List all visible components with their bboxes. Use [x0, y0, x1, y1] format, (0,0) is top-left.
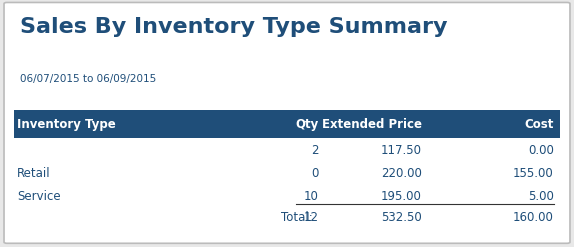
- Text: 5.00: 5.00: [528, 190, 554, 204]
- Text: 195.00: 195.00: [381, 190, 422, 204]
- Text: Service: Service: [17, 190, 61, 204]
- Text: 532.50: 532.50: [381, 211, 422, 224]
- Text: 10: 10: [304, 190, 319, 204]
- Text: 220.00: 220.00: [381, 167, 422, 180]
- Bar: [14, 110, 560, 138]
- Text: 0.00: 0.00: [528, 144, 554, 157]
- Text: 06/07/2015 to 06/09/2015: 06/07/2015 to 06/09/2015: [20, 74, 156, 84]
- Text: Total:: Total:: [281, 211, 313, 224]
- Text: 160.00: 160.00: [513, 211, 554, 224]
- Text: 155.00: 155.00: [513, 167, 554, 180]
- Text: Inventory Type: Inventory Type: [17, 118, 116, 131]
- Text: 0: 0: [311, 167, 319, 180]
- FancyBboxPatch shape: [4, 2, 570, 243]
- Text: Qty: Qty: [295, 118, 319, 131]
- Text: 12: 12: [304, 211, 319, 224]
- Text: Retail: Retail: [17, 167, 51, 180]
- Text: 117.50: 117.50: [381, 144, 422, 157]
- Text: Cost: Cost: [525, 118, 554, 131]
- Text: Sales By Inventory Type Summary: Sales By Inventory Type Summary: [20, 17, 448, 37]
- Text: Extended Price: Extended Price: [322, 118, 422, 131]
- Text: 2: 2: [311, 144, 319, 157]
